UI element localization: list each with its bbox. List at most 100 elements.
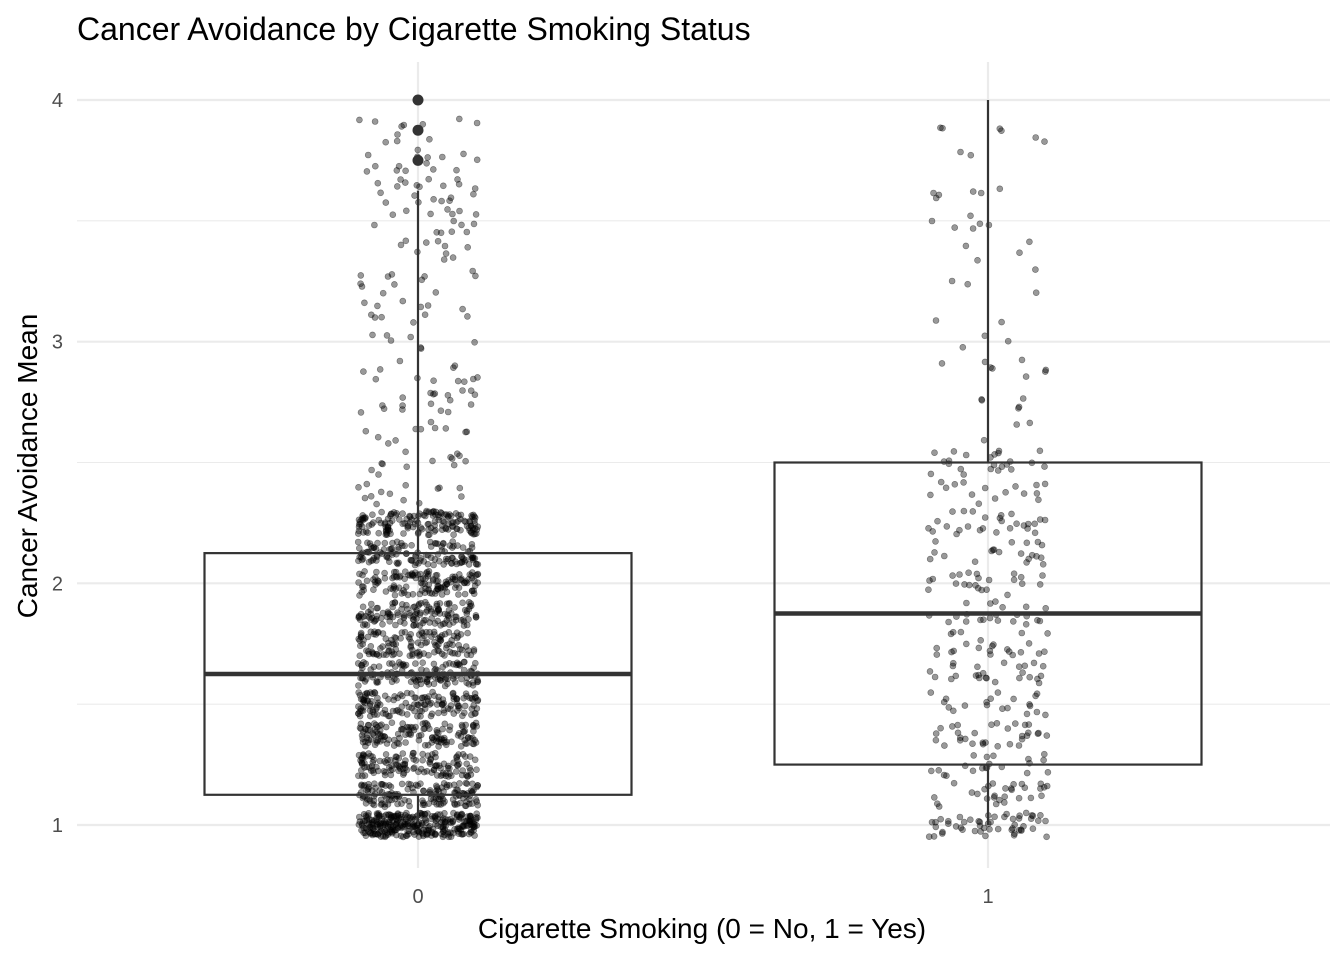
data-point (369, 767, 377, 774)
data-point (406, 518, 414, 526)
data-point (376, 812, 384, 820)
data-point (362, 660, 370, 668)
data-point (410, 603, 417, 611)
data-point (932, 317, 940, 324)
data-point (455, 751, 462, 758)
data-point (996, 125, 1004, 132)
data-point (403, 766, 411, 774)
data-point (453, 581, 460, 589)
data-point (453, 753, 461, 760)
data-point (468, 587, 476, 595)
data-point (356, 691, 364, 699)
data-point (460, 150, 467, 158)
data-point (458, 830, 465, 838)
data-point (368, 614, 376, 622)
data-point (465, 605, 473, 613)
data-point (1022, 603, 1030, 611)
data-point (438, 818, 445, 826)
data-point (425, 680, 433, 688)
data-point (1033, 481, 1040, 489)
data-point (367, 557, 375, 565)
data-point (384, 526, 392, 534)
data-point (460, 658, 468, 666)
data-point (438, 522, 446, 530)
data-point (421, 815, 429, 822)
data-point (459, 822, 466, 830)
data-point (417, 731, 425, 739)
data-point (357, 631, 365, 638)
data-point (461, 802, 469, 810)
data-point (435, 709, 442, 717)
data-point (434, 511, 442, 519)
data-point (437, 509, 445, 516)
data-point (381, 828, 389, 836)
data-point (360, 586, 368, 594)
data-point (425, 604, 433, 611)
data-point (407, 729, 414, 737)
data-point (425, 725, 433, 733)
data-point (357, 409, 365, 416)
data-point (442, 524, 450, 532)
data-point (373, 679, 381, 686)
data-point (355, 751, 363, 759)
data-point (1021, 662, 1029, 670)
data-point (360, 810, 368, 818)
data-point (1042, 817, 1049, 825)
data-point (376, 757, 384, 765)
data-point (435, 605, 442, 613)
data-point (439, 769, 447, 777)
data-point (420, 617, 428, 624)
data-point (992, 800, 1000, 808)
data-point (927, 470, 935, 478)
data-point (382, 832, 390, 839)
data-point (389, 817, 396, 824)
data-point (451, 649, 459, 657)
data-point (423, 720, 430, 727)
data-point (470, 727, 477, 735)
data-point (384, 523, 392, 530)
data-point (370, 586, 377, 594)
data-point (447, 702, 455, 709)
data-point (470, 647, 478, 655)
data-point (441, 738, 448, 746)
data-point (425, 531, 433, 539)
data-point (469, 267, 477, 275)
data-point (453, 813, 461, 821)
data-point (400, 614, 408, 622)
data-point (401, 568, 409, 576)
data-point (429, 825, 437, 833)
data-point (457, 811, 465, 819)
data-point (444, 526, 452, 533)
data-point (440, 827, 447, 835)
data-point (399, 394, 407, 401)
data-point (433, 642, 441, 650)
data-point (381, 821, 389, 829)
data-point (417, 812, 425, 819)
data-point (406, 572, 414, 579)
data-point (1043, 732, 1051, 739)
data-point (969, 188, 977, 195)
data-point (1041, 480, 1049, 488)
data-point (438, 197, 445, 205)
data-point (1010, 695, 1017, 703)
data-point (428, 608, 435, 615)
data-point (361, 699, 369, 707)
data-point (467, 821, 474, 828)
data-point (369, 706, 377, 714)
data-point (410, 823, 418, 830)
data-point (391, 826, 399, 834)
data-point (930, 794, 938, 801)
data-point (1041, 648, 1048, 656)
data-point (410, 764, 418, 772)
data-point (359, 516, 367, 524)
data-point (425, 587, 432, 594)
data-point (439, 828, 447, 836)
boxplots (203, 94, 1203, 825)
data-point (441, 826, 449, 833)
data-point (424, 752, 432, 760)
data-point (441, 630, 449, 638)
data-point (394, 730, 402, 738)
data-point (441, 798, 448, 805)
data-point (443, 511, 450, 518)
data-point (358, 759, 365, 766)
